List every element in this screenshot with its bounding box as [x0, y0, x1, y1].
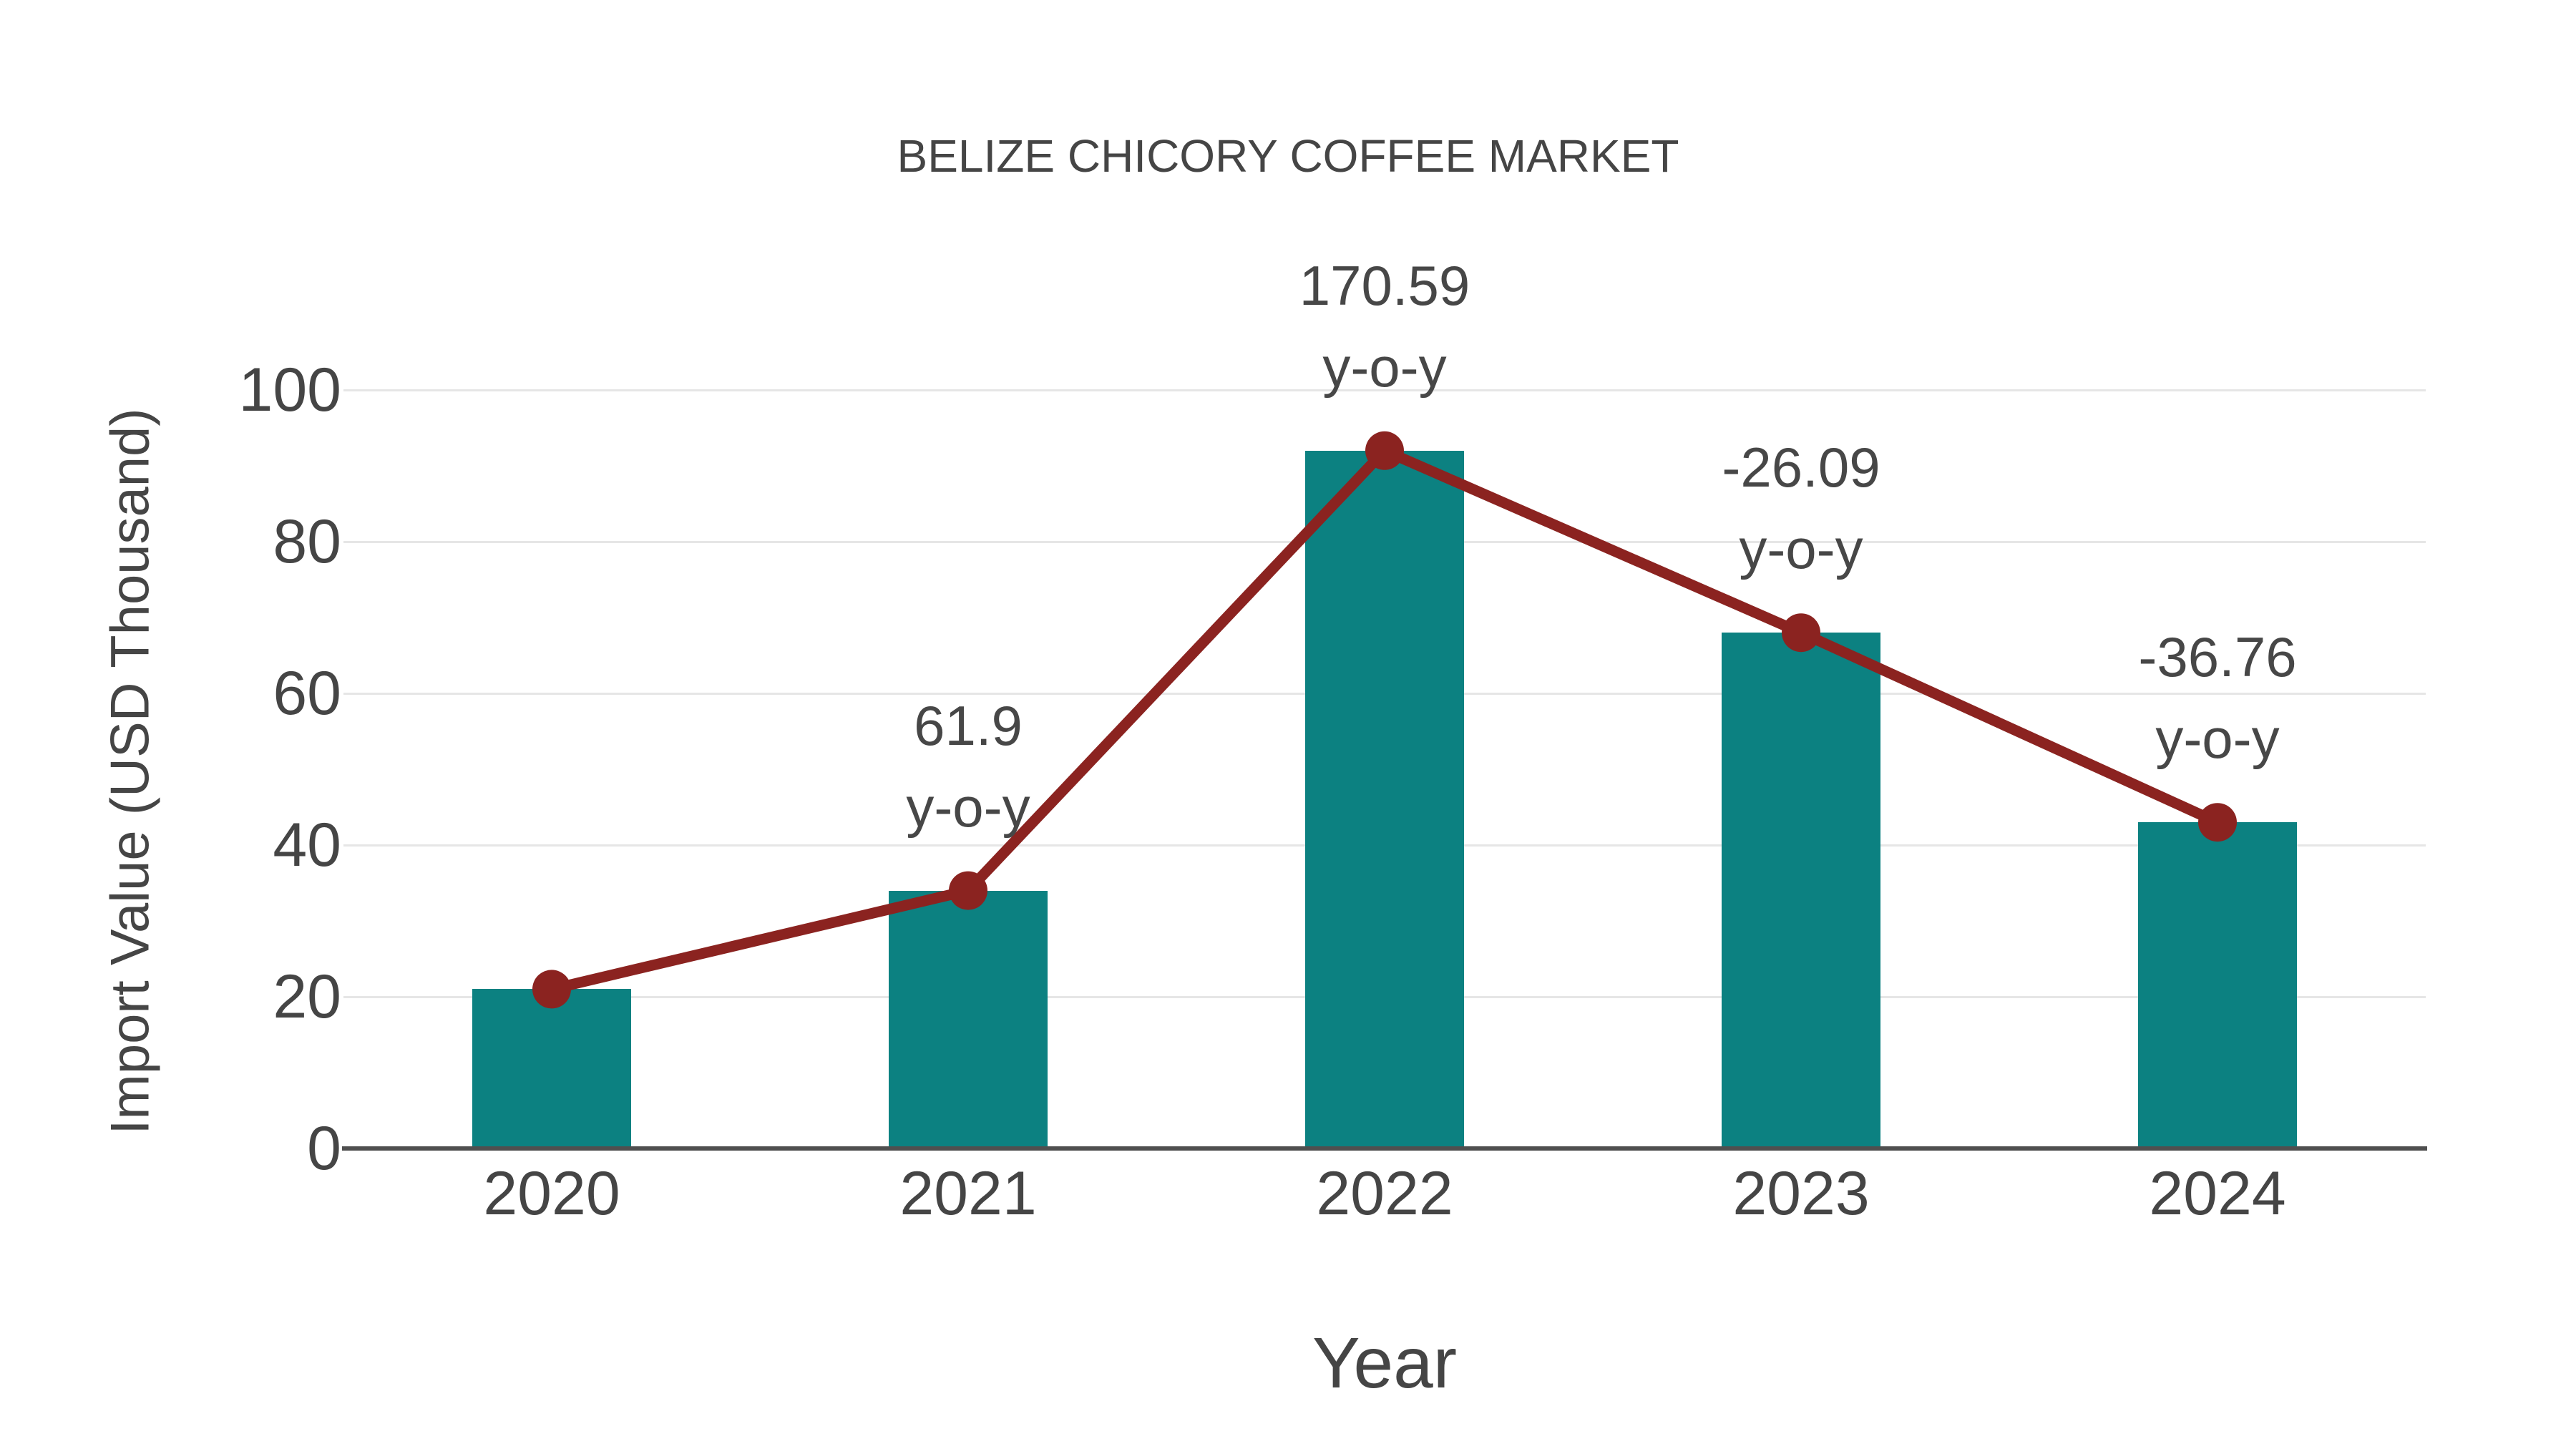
- y-tick-label-0: 0: [307, 1114, 341, 1183]
- x-tick-label-2021: 2021: [899, 1159, 1037, 1228]
- gridline-100: [343, 389, 2426, 391]
- bar-2023: [1722, 633, 1880, 1148]
- annotation-2023: -26.09 y-o-y: [1722, 426, 1880, 590]
- x-tick-label-2020: 2020: [483, 1159, 620, 1228]
- x-tick-label-2022: 2022: [1316, 1159, 1453, 1228]
- bar-2024: [2138, 822, 2297, 1148]
- y-tick-label-100: 100: [238, 356, 342, 424]
- chart-title: BELIZE CHICORY COFFEE MARKET: [897, 130, 1679, 182]
- x-axis-title: Year: [1312, 1323, 1458, 1403]
- bar-2020: [472, 989, 631, 1148]
- bar-2021: [889, 891, 1048, 1148]
- x-tick-label-2023: 2023: [1732, 1159, 1870, 1228]
- y-tick-label-20: 20: [273, 962, 341, 1031]
- annotation-2021: 61.9 y-o-y: [906, 685, 1030, 848]
- x-tick-label-2024: 2024: [2149, 1159, 2286, 1228]
- y-tick-label-60: 60: [273, 659, 341, 728]
- x-axis-line: [342, 1146, 2427, 1151]
- y-tick-label-80: 80: [273, 507, 341, 576]
- annotation-value: -26.09: [1722, 436, 1880, 499]
- annotation-suffix: y-o-y: [1322, 336, 1447, 399]
- annotation-suffix: y-o-y: [1739, 517, 1863, 580]
- annotation-2022: 170.59 y-o-y: [1299, 245, 1470, 408]
- annotation-value: 61.9: [914, 694, 1023, 757]
- annotation-value: 170.59: [1299, 254, 1470, 317]
- annotation-2024: -36.76 y-o-y: [2138, 616, 2296, 779]
- annotation-suffix: y-o-y: [906, 776, 1030, 839]
- annotation-suffix: y-o-y: [2155, 707, 2280, 770]
- bar-2022: [1305, 451, 1464, 1148]
- annotation-value: -36.76: [2138, 625, 2297, 688]
- y-tick-label-40: 40: [273, 811, 341, 879]
